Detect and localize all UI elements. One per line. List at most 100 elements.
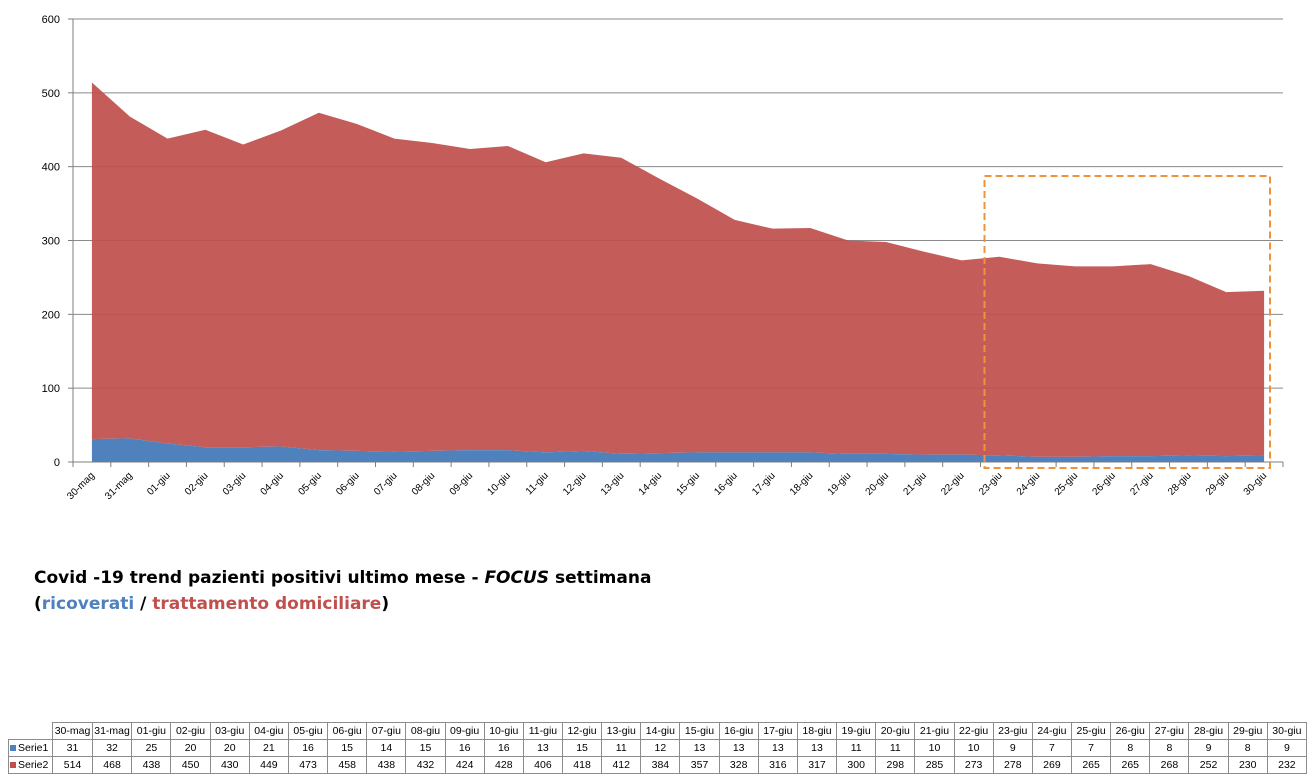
table-cell: 412 [601,756,642,774]
table-cell: 11 [601,739,642,757]
x-tick-label: 11-giu [524,470,551,497]
x-tick-label: 30-giu [1242,470,1269,497]
table-header-cell: 30-giu [1266,722,1307,740]
table-cell: 232 [1266,756,1307,774]
x-tick-label: 10-giu [486,470,513,497]
table-cell: 265 [1110,756,1151,774]
table-cell: 13 [796,739,838,757]
table-row-label: Serie1 [7,739,54,757]
table-header-cell: 06-giu [327,722,368,740]
caption-slash: / [134,594,153,614]
x-tick-label: 20-giu [864,470,891,497]
table-header-cell: 18-giu [796,722,838,740]
table-cell: 273 [953,756,994,774]
x-tick-label: 28-giu [1166,470,1193,497]
table-cell: 357 [679,756,720,774]
table-cell: 316 [757,756,798,774]
table-cell: 230 [1227,756,1268,774]
table-cell: 16 [483,739,524,757]
table-cell: 9 [1188,739,1229,757]
table-cell: 406 [522,756,563,774]
table-header-cell: 23-giu [992,722,1033,740]
x-tick-label: 30-mag [65,470,97,502]
table-cell: 438 [366,756,407,774]
table-header-cell: 01-giu [131,722,172,740]
legend-swatch [10,762,16,769]
caption-paren-close: ) [381,594,390,614]
table-cell: 450 [170,756,211,774]
table-cell: 25 [131,739,172,757]
table-cell: 514 [52,756,93,774]
caption-domiciliare: trattamento domiciliare [152,594,382,614]
x-tick-label: 02-giu [183,470,210,497]
table-header-cell: 19-giu [836,722,877,740]
chart-caption: Covid -19 trend pazienti positivi ultimo… [34,565,651,617]
x-tick-label: 12-giu [561,470,588,497]
table-header-cell: 07-giu [366,722,407,740]
table-cell: 15 [405,739,446,757]
table-cell: 285 [914,756,955,774]
table-cell: 32 [91,739,133,757]
table-cell: 278 [992,756,1033,774]
caption-focus: FOCUS [484,568,550,588]
table-header-cell: 25-giu [1071,722,1112,740]
table-header-cell: 27-giu [1149,722,1190,740]
y-tick-label: 300 [42,236,60,248]
x-tick-label: 14-giu [637,470,664,497]
table-row: Serie2 514 468 438 450 430 449 473 458 438 432 424 4… [7,756,1307,774]
table-cell: 31 [52,739,93,757]
table-cell: 9 [992,739,1033,757]
table-cell: 458 [327,756,368,774]
table-cell: 473 [287,756,329,774]
table-header-cell: 10-giu [483,722,524,740]
focus-highlight [983,175,1271,469]
table-header-cell: 05-giu [287,722,329,740]
table-cell: 8 [1149,739,1190,757]
x-tick-label: 08-giu [410,470,437,497]
table-cell: 16 [287,739,329,757]
x-tick-label: 23-giu [977,470,1004,497]
table-header-cell: 16-giu [718,722,759,740]
table-cell: 268 [1149,756,1190,774]
area-chart: 0 100 200 300 400 500 600 30-mag 31-mag 01-giu 02… [42,14,1284,502]
x-tick-label: 24-giu [1015,470,1042,497]
table-cell: 20 [209,739,250,757]
x-axis: 30-mag 31-mag 01-giu 02-giu 03-giu 04-giu 05-g… [65,462,1284,502]
y-axis: 0 100 200 300 400 500 600 [42,14,74,469]
table-cell: 8 [1227,739,1268,757]
table-cell: 265 [1071,756,1112,774]
x-tick-label: 07-giu [372,470,399,497]
series-area-serie1 [91,438,1265,462]
y-tick-label: 0 [54,457,60,469]
table-cell: 432 [405,756,446,774]
table-row-label: Serie2 [7,756,54,774]
table-cell: 424 [444,756,485,774]
x-tick-label: 31-mag [103,470,135,502]
table-cell: 252 [1188,756,1229,774]
table-cell: 438 [131,756,172,774]
table-cell: 14 [366,739,407,757]
table-cell: 449 [248,756,289,774]
x-tick-label: 19-giu [826,470,853,497]
table-cell: 384 [640,756,681,774]
table-cell: 11 [836,739,877,757]
table-cell: 430 [209,756,250,774]
x-tick-label: 16-giu [712,470,739,497]
table-header-cell: 20-giu [875,722,916,740]
table-cell: 13 [718,739,759,757]
table-cell: 13 [522,739,563,757]
caption-paren-open: ( [34,594,42,614]
x-tick-label: 21-giu [901,470,928,497]
table-cell: 16 [444,739,485,757]
table-cell: 298 [875,756,916,774]
table-header-cell: 29-giu [1227,722,1268,740]
table-corner [9,723,53,740]
table-cell: 20 [170,739,211,757]
table-header-cell: 04-giu [248,722,289,740]
table-header-cell: 14-giu [640,722,681,740]
x-tick-label: 13-giu [599,470,626,497]
table-header-cell: 31-mag [91,722,133,740]
table-header-cell: 26-giu [1110,722,1151,740]
x-tick-label: 03-giu [221,470,248,497]
table-header-cell: 13-giu [601,722,642,740]
